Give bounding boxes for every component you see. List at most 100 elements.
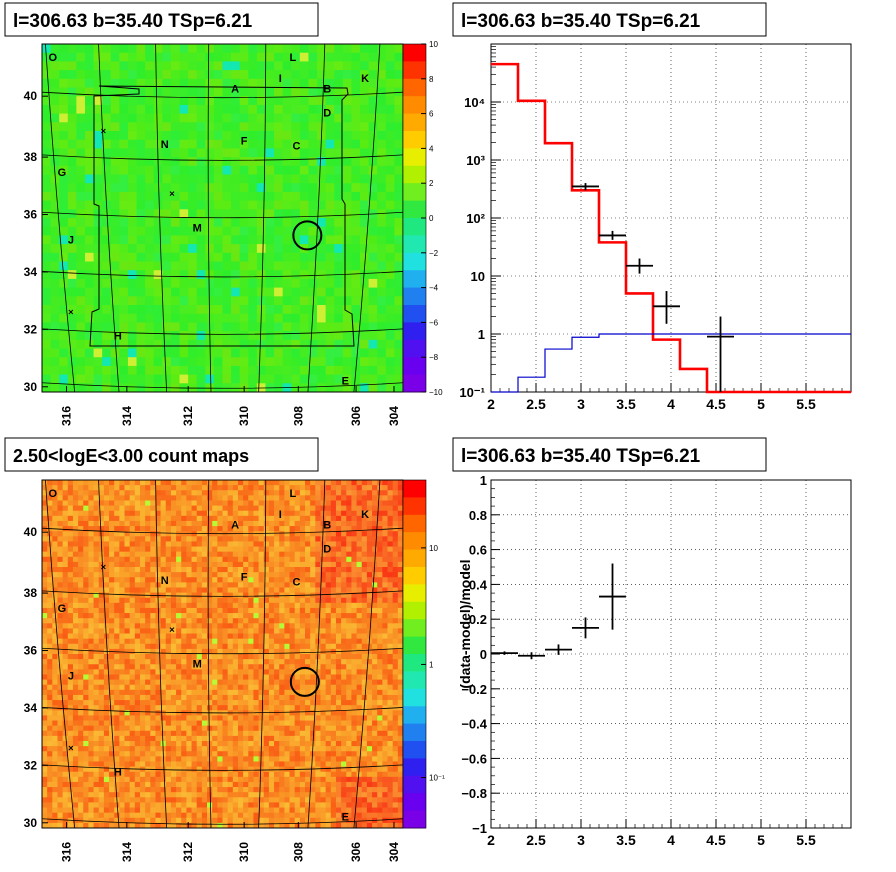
y-tick-label: 34 xyxy=(24,701,38,715)
data-point xyxy=(653,291,680,324)
tl-title: l=306.63 b=35.40 TSp=6.21 xyxy=(13,11,253,32)
region-label-m: M xyxy=(193,222,202,234)
model-total-step xyxy=(491,62,851,394)
colorbar-swatch xyxy=(403,78,426,97)
longitude-line xyxy=(45,479,76,829)
y-tick-label: 30 xyxy=(24,380,38,394)
region-label-m: M xyxy=(193,658,202,670)
colorbar-tick-label: −4 xyxy=(429,284,439,293)
x-tick-label: 5 xyxy=(757,396,765,412)
data-point xyxy=(572,617,599,639)
latitude-line xyxy=(41,328,404,335)
latitude-line xyxy=(41,527,404,535)
region-label-j: J xyxy=(68,671,74,683)
y-tick-label: 34 xyxy=(24,265,38,279)
data-point xyxy=(545,644,572,655)
longitude-line xyxy=(98,479,120,829)
y-axis-label: (data-model)/model xyxy=(457,559,473,688)
br-title: l=306.63 b=35.40 TSp=6.21 xyxy=(461,446,701,467)
source-circle xyxy=(289,666,320,697)
region-label-a: A xyxy=(231,519,239,531)
data-point xyxy=(599,563,626,630)
y-tick-label: −0.6 xyxy=(461,751,487,766)
count-map: O LI K A B D N F C G J M H E 316 314 312 310 308 306 304 30 32… xyxy=(24,479,404,862)
y-tick-label: 36 xyxy=(24,208,38,222)
count-colorbar: 10 1 10⁻¹ xyxy=(402,479,445,829)
colorbar-swatch xyxy=(403,671,426,690)
x-tick-label: 2.5 xyxy=(526,832,546,848)
y-tick-label: −0.4 xyxy=(461,717,487,732)
region-label-h: H xyxy=(114,766,122,778)
x-tick-label: 312 xyxy=(181,406,195,426)
colorbar-swatch xyxy=(403,287,426,306)
y-tick-label: 10² xyxy=(466,211,485,226)
x-tick-label: 2 xyxy=(487,396,495,412)
colorbar-swatch xyxy=(403,549,426,568)
region-label-e: E xyxy=(342,376,349,388)
region-label-o: O xyxy=(49,52,58,64)
colorbar-swatch xyxy=(403,741,426,759)
data-point xyxy=(707,316,734,392)
region-label-a: A xyxy=(231,83,239,95)
region-label-n: N xyxy=(161,575,169,587)
residual-map: O LI K A B D N F C G J M H E 316 314 312 310 308 306 304 30 32… xyxy=(24,43,404,426)
colorbar-tick-label: 4 xyxy=(429,144,434,153)
x-tick-label: 3 xyxy=(577,832,585,848)
colorbar-swatch xyxy=(403,235,426,254)
y-tick-label: 40 xyxy=(24,525,38,539)
y-tick-label: 40 xyxy=(24,89,38,103)
colorbar-swatch xyxy=(403,584,426,603)
x-tick-label: 316 xyxy=(60,842,74,862)
latitude-line xyxy=(41,818,404,825)
colorbar-swatch xyxy=(403,601,426,620)
colorbar-tick-label: −10 xyxy=(429,388,443,397)
y-tick-label: 10³ xyxy=(466,153,485,168)
source-circle xyxy=(292,220,323,251)
x-tick-label: 4.5 xyxy=(706,396,726,412)
colorbar-swatch xyxy=(403,252,426,271)
x-tick-label: 304 xyxy=(387,842,401,862)
colorbar-swatch xyxy=(403,532,426,551)
y-tick-label: 10⁻¹ xyxy=(459,385,485,400)
colorbar-swatch xyxy=(403,61,426,80)
bl-title-box: 2.50<logE<3.00 count maps xyxy=(4,437,319,472)
x-tick-label: 3 xyxy=(577,396,585,412)
colorbar-swatch xyxy=(403,514,426,533)
br-title-box: l=306.63 b=35.40 TSp=6.21 xyxy=(452,437,767,472)
colorbar-tick-label: 1 xyxy=(429,660,434,669)
region-label-k: K xyxy=(361,73,369,85)
longitude-line xyxy=(258,479,267,829)
region-label-b: B xyxy=(323,83,331,95)
tr-title-box: l=306.63 b=35.40 TSp=6.21 xyxy=(452,2,767,37)
region-label-e: E xyxy=(342,812,349,824)
y-tick-label: −0.8 xyxy=(461,786,487,801)
y-tick-label: 10⁴ xyxy=(464,95,485,110)
region-label-g: G xyxy=(58,167,67,179)
longitude-line xyxy=(45,43,76,393)
colorbar-swatch xyxy=(403,357,426,376)
y-tick-label: 0 xyxy=(480,647,487,662)
data-point xyxy=(599,230,626,240)
x-tick-label: 308 xyxy=(291,406,305,426)
longitude-line xyxy=(155,479,168,829)
colorbar-frame xyxy=(402,479,427,829)
data-point xyxy=(491,651,518,655)
colorbar-swatch xyxy=(403,322,426,341)
latitude-line xyxy=(41,590,404,597)
y-tick-label: 0.4 xyxy=(469,577,488,592)
y-tick-label: −0.2 xyxy=(461,682,487,697)
colorbar-swatch xyxy=(403,270,426,289)
source-model-step xyxy=(491,333,851,393)
tl-title-box: l=306.63 b=35.40 TSp=6.21 xyxy=(4,2,319,37)
x-tick-label: 4 xyxy=(667,396,675,412)
x-tick-label: 312 xyxy=(181,842,195,862)
colorbar-swatch xyxy=(403,480,426,498)
colorbar-swatch xyxy=(403,183,426,202)
x-tick-label: 3.5 xyxy=(616,396,636,412)
x-tick-label: 5.5 xyxy=(796,396,816,412)
colorbar-swatch xyxy=(403,706,426,725)
colorbar-tick-label: 0 xyxy=(429,214,434,223)
coordinate-grid xyxy=(41,479,404,829)
y-tick-label: 10 xyxy=(471,269,485,284)
x-tick-label: 4.5 xyxy=(706,832,726,848)
